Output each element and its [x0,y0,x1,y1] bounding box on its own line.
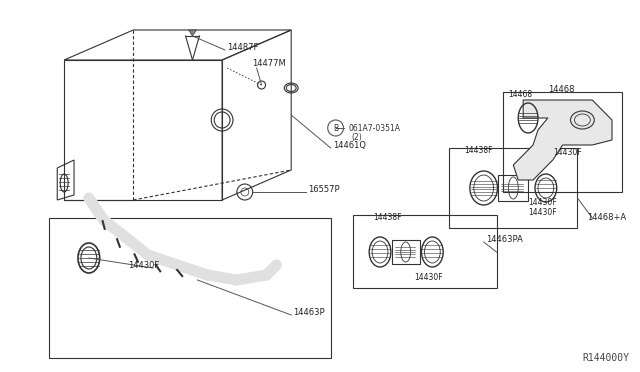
Text: 14461Q: 14461Q [333,141,365,150]
Polygon shape [189,30,196,36]
Text: 14463PA: 14463PA [486,235,522,244]
Text: 14430F: 14430F [528,208,557,217]
Text: 14463P: 14463P [293,308,324,317]
Bar [499,175,528,201]
Text: 14438F: 14438F [373,213,402,222]
Text: R144000Y: R144000Y [582,353,629,363]
Text: 14468: 14468 [508,90,532,99]
Bar [504,92,622,192]
Bar [449,148,577,228]
Text: 061A7-0351A: 061A7-0351A [348,124,401,132]
Text: 14468: 14468 [548,85,574,94]
Bar [49,218,331,358]
Text: B: B [333,124,338,132]
Text: 14438F: 14438F [464,146,492,155]
Text: (2): (2) [351,132,362,141]
Text: 14477M: 14477M [252,59,285,68]
Text: 14430F: 14430F [553,148,581,157]
Text: 14468+A: 14468+A [588,213,627,222]
Text: 14487F: 14487F [227,43,259,52]
Text: 16557P: 16557P [308,185,340,194]
Polygon shape [513,100,612,180]
Text: 14430F: 14430F [415,273,444,282]
Text: 14430F: 14430F [129,261,159,270]
Text: 14430F: 14430F [528,198,557,207]
Bar [392,240,420,264]
Bar [353,215,497,288]
